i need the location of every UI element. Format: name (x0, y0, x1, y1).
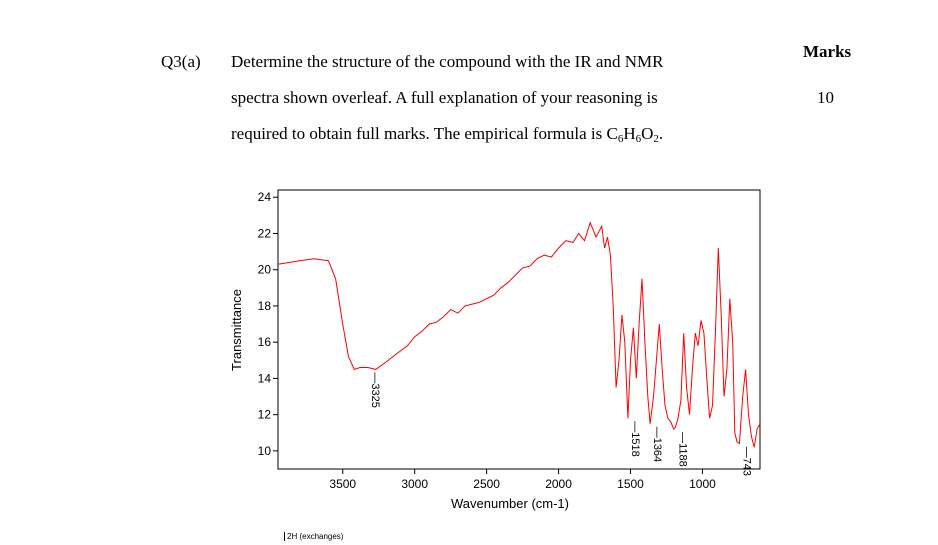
nmr-note: 2H (exchanges) (284, 532, 343, 541)
y-tick-label: 20 (258, 263, 272, 277)
x-tick-label: 1500 (617, 477, 644, 491)
peak-label: —1364 (651, 427, 663, 462)
peak-label: —3325 (369, 372, 381, 407)
formula-o: O (641, 124, 654, 143)
peak-label: —743 (740, 447, 752, 476)
question-number: Q3(a) (161, 52, 201, 71)
formula-period: . (658, 124, 664, 143)
x-tick-label: 1000 (689, 477, 716, 491)
spectrum-line (277, 221, 761, 448)
formula-h: H (623, 124, 636, 143)
x-axis: 3500 3000 2500 2000 1500 1000 (329, 469, 716, 491)
x-tick-label: 3500 (329, 477, 356, 491)
y-tick-label: 24 (258, 190, 272, 204)
question-line-1: Determine the structure of the compound … (231, 52, 664, 71)
question-line-2: spectra shown overleaf. A full explanati… (231, 88, 658, 107)
x-tick-label: 3000 (401, 477, 428, 491)
y-tick-label: 14 (258, 371, 272, 385)
y-axis: 10 12 14 16 18 20 22 24 (258, 190, 278, 458)
ir-spectrum-chart: 10 12 14 16 18 20 22 24 3500 3000 2500 2000 1500 100… (229, 189, 761, 511)
y-tick-label: 18 (258, 299, 272, 313)
y-tick-label: 12 (258, 408, 272, 422)
formula-o-subscript: 2 (653, 133, 659, 145)
peak-label: —1188 (676, 432, 688, 467)
formula-h-subscript: 6 (635, 133, 642, 145)
marks-header: Marks (803, 42, 852, 61)
marks-value: 10 (817, 88, 834, 107)
x-axis-label: Wavenumber (cm-1) (451, 496, 569, 511)
x-tick-label: 2000 (545, 477, 572, 491)
plot-frame (277, 189, 761, 470)
formula-c-subscript: 6 (617, 133, 624, 145)
peak-labels: —3325 —1518 —1364 —1188 —743 (369, 372, 753, 476)
peak-label: —1518 (629, 421, 641, 456)
question-line-3-text: required to obtain full marks. The empir… (231, 124, 618, 143)
y-axis-label: Transmittance (229, 289, 244, 371)
y-tick-label: 16 (258, 335, 272, 349)
question-line-3: required to obtain full marks. The empir… (231, 124, 664, 145)
x-tick-label: 2500 (473, 477, 500, 491)
y-tick-label: 22 (258, 226, 272, 240)
y-tick-label: 10 (258, 444, 272, 458)
